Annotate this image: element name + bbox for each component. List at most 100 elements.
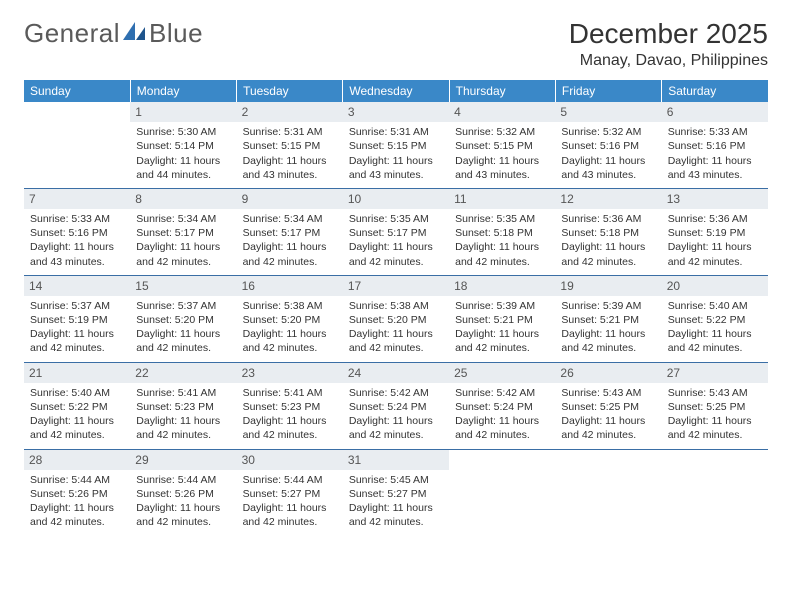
calendar-day-cell: 9Sunrise: 5:34 AMSunset: 5:17 PMDaylight…: [237, 188, 343, 275]
daylight-line: Daylight: 11 hours and 42 minutes.: [668, 414, 762, 442]
calendar-day-cell: 23Sunrise: 5:41 AMSunset: 5:23 PMDayligh…: [237, 362, 343, 449]
calendar-head: SundayMondayTuesdayWednesdayThursdayFrid…: [24, 80, 768, 102]
sunset-line: Sunset: 5:16 PM: [30, 226, 124, 240]
day-number: 28: [24, 450, 130, 470]
calendar-day-cell: .: [555, 449, 661, 535]
sunrise-line: Sunrise: 5:36 AM: [668, 212, 762, 226]
calendar-week-row: 21Sunrise: 5:40 AMSunset: 5:22 PMDayligh…: [24, 362, 768, 449]
daylight-line: Daylight: 11 hours and 42 minutes.: [30, 414, 124, 442]
sunset-line: Sunset: 5:26 PM: [30, 487, 124, 501]
sunrise-line: Sunrise: 5:40 AM: [668, 299, 762, 313]
daylight-line: Daylight: 11 hours and 42 minutes.: [349, 240, 443, 268]
sunrise-line: Sunrise: 5:43 AM: [561, 386, 655, 400]
month-title: December 2025: [569, 18, 768, 50]
daylight-line: Daylight: 11 hours and 43 minutes.: [243, 154, 337, 182]
calendar-day-cell: 12Sunrise: 5:36 AMSunset: 5:18 PMDayligh…: [555, 188, 661, 275]
day-number: 5: [555, 102, 661, 122]
sunset-line: Sunset: 5:24 PM: [349, 400, 443, 414]
calendar-week-row: 28Sunrise: 5:44 AMSunset: 5:26 PMDayligh…: [24, 449, 768, 535]
sunset-line: Sunset: 5:20 PM: [136, 313, 230, 327]
location: Manay, Davao, Philippines: [569, 52, 768, 70]
calendar-day-cell: 13Sunrise: 5:36 AMSunset: 5:19 PMDayligh…: [662, 188, 768, 275]
sunrise-line: Sunrise: 5:30 AM: [136, 125, 230, 139]
sunset-line: Sunset: 5:25 PM: [668, 400, 762, 414]
calendar-day-cell: 4Sunrise: 5:32 AMSunset: 5:15 PMDaylight…: [449, 102, 555, 188]
calendar-week-row: .1Sunrise: 5:30 AMSunset: 5:14 PMDayligh…: [24, 102, 768, 188]
title-block: December 2025 Manay, Davao, Philippines: [569, 18, 768, 70]
calendar-week-row: 14 Sunrise: 5:37 AMSunset: 5:19 PM Dayligh…: [24, 275, 768, 362]
sunrise-line: Sunrise: 5:37 AM: [30, 299, 124, 313]
sunrise-line: Sunrise: 5:35 AM: [455, 212, 549, 226]
sunrise-line: Sunrise: 5:32 AM: [455, 125, 549, 139]
daylight-line: Daylight: 11 hours and 42 minutes.: [243, 414, 337, 442]
calendar-day-cell: 1 Sunrise: 5:30 AMSunset: 5:14 PMDaylight…: [130, 102, 236, 188]
daylight-line: Daylight: 11 hours and 42 minutes.: [455, 327, 549, 355]
day-number: 31: [343, 450, 449, 470]
day-number: 13: [662, 189, 768, 209]
calendar-day-cell: 18Sunrise: 5:39 AMSunset: 5:21 PMDayligh…: [449, 275, 555, 362]
calendar-day-cell: 2Sunrise: 5:31 AMSunset: 5:15 PMDaylight…: [237, 102, 343, 188]
calendar-day-cell: 28Sunrise: 5:44 AMSunset: 5:26 PMDayligh…: [24, 449, 130, 535]
sunrise-line: Sunrise: 5:41 AM: [243, 386, 337, 400]
daylight-line: Daylight: 11 hours and 42 minutes.: [349, 501, 443, 529]
day-number: 23: [237, 363, 343, 383]
sunset-line: Sunset: 5:15 PM: [243, 139, 337, 153]
sunset-line: Sunset: 5:22 PM: [30, 400, 124, 414]
day-number: 17: [343, 276, 449, 296]
calendar-day-cell: 5Sunrise: 5:32 AMSunset: 5:16 PMDaylight…: [555, 102, 661, 188]
sunset-line: Sunset: 5:24 PM: [455, 400, 549, 414]
daylight-line: Daylight: 11 hours and 43 minutes.: [668, 154, 762, 182]
daylight-line: Daylight: 11 hours and 42 minutes.: [668, 240, 762, 268]
calendar-day-cell: .: [662, 449, 768, 535]
day-number: 8: [130, 189, 236, 209]
sunrise-line: Sunrise: 5:41 AM: [136, 386, 230, 400]
sunrise-line: Sunrise: 5:45 AM: [349, 473, 443, 487]
daylight-line: Daylight: 11 hours and 42 minutes.: [455, 240, 549, 268]
daylight-line: Daylight: 11 hours and 42 minutes.: [136, 327, 230, 355]
daylight-line: Daylight: 11 hours and 42 minutes.: [243, 501, 337, 529]
sunset-line: Sunset: 5:22 PM: [668, 313, 762, 327]
daylight-line: Daylight: 11 hours and 42 minutes.: [668, 327, 762, 355]
calendar-day-cell: 17Sunrise: 5:38 AMSunset: 5:20 PMDayligh…: [343, 275, 449, 362]
calendar-day-cell: 15Sunrise: 5:37 AMSunset: 5:20 PMDayligh…: [130, 275, 236, 362]
daylight-line: Daylight: 11 hours and 42 minutes.: [136, 501, 230, 529]
dayname-cell: Tuesday: [237, 80, 343, 102]
dayname-cell: Sunday: [24, 80, 130, 102]
day-number: 30: [237, 450, 343, 470]
daylight-line: Daylight: 11 hours and 42 minutes.: [243, 240, 337, 268]
calendar-day-cell: 6Sunrise: 5:33 AMSunset: 5:16 PMDaylight…: [662, 102, 768, 188]
calendar-day-cell: 26Sunrise: 5:43 AMSunset: 5:25 PMDayligh…: [555, 362, 661, 449]
daylight-line: Daylight: 11 hours and 42 minutes.: [30, 501, 124, 529]
calendar-day-cell: 19Sunrise: 5:39 AMSunset: 5:21 PMDayligh…: [555, 275, 661, 362]
sunrise-line: Sunrise: 5:42 AM: [455, 386, 549, 400]
calendar-table: SundayMondayTuesdayWednesdayThursdayFrid…: [24, 80, 768, 535]
sunset-line: Sunset: 5:19 PM: [30, 313, 124, 327]
daylight-line: Daylight: 11 hours and 42 minutes.: [136, 240, 230, 268]
daylight-line: Daylight: 11 hours and 44 minutes.: [136, 154, 230, 182]
sunrise-line: Sunrise: 5:31 AM: [243, 125, 337, 139]
day-number: 29: [130, 450, 236, 470]
day-number: 3: [343, 102, 449, 122]
daylight-line: Daylight: 11 hours and 42 minutes.: [243, 327, 337, 355]
day-number: 10: [343, 189, 449, 209]
calendar-day-cell: 29Sunrise: 5:44 AMSunset: 5:26 PMDayligh…: [130, 449, 236, 535]
day-number: 24: [343, 363, 449, 383]
day-number: 15: [130, 276, 236, 296]
day-number: 9: [237, 189, 343, 209]
daylight-line: Daylight: 11 hours and 43 minutes.: [561, 154, 655, 182]
day-number: 1: [130, 102, 236, 122]
daylight-line: Daylight: 11 hours and 43 minutes.: [30, 240, 124, 268]
dayname-cell: Wednesday: [343, 80, 449, 102]
sunset-line: Sunset: 5:21 PM: [455, 313, 549, 327]
sunrise-line: Sunrise: 5:36 AM: [561, 212, 655, 226]
calendar-week-row: 7Sunrise: 5:33 AMSunset: 5:16 PMDaylight…: [24, 188, 768, 275]
dayname-cell: Friday: [555, 80, 661, 102]
daylight-line: Daylight: 11 hours and 42 minutes.: [455, 414, 549, 442]
day-number: 12: [555, 189, 661, 209]
daylight-line: Daylight: 11 hours and 42 minutes.: [349, 414, 443, 442]
day-number: 14: [24, 276, 130, 296]
calendar-day-cell: .: [24, 102, 130, 188]
sunset-line: Sunset: 5:23 PM: [136, 400, 230, 414]
sunset-line: Sunset: 5:14 PM: [136, 139, 230, 153]
sunset-line: Sunset: 5:15 PM: [349, 139, 443, 153]
